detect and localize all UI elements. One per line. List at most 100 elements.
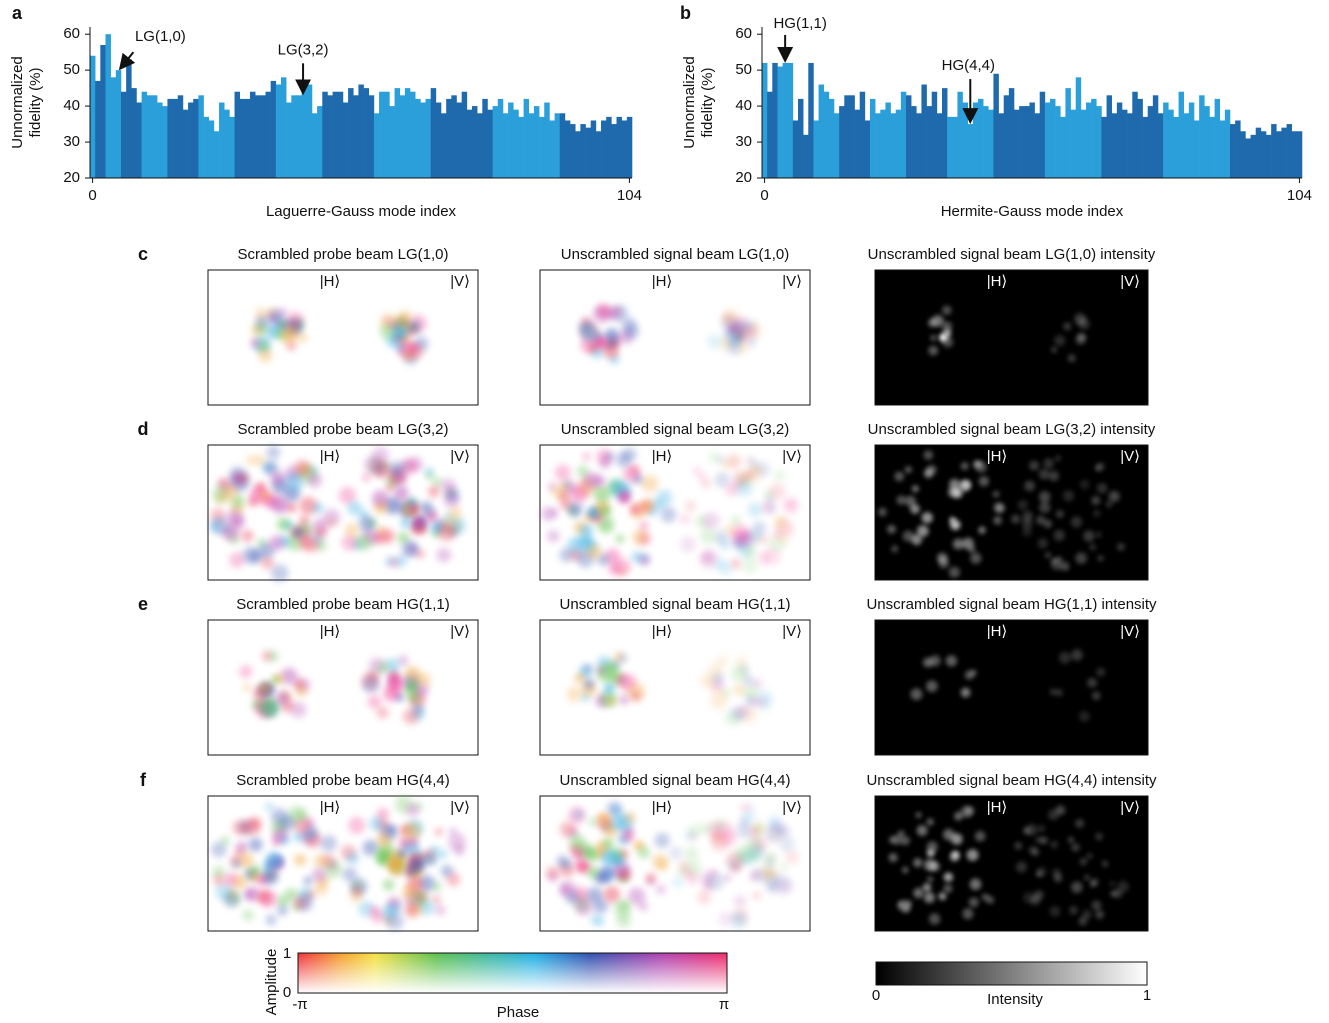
phase-spot	[393, 485, 409, 501]
phase-spot	[370, 910, 384, 924]
intensity-spot	[1038, 491, 1051, 503]
phase-spot	[286, 311, 304, 329]
phase-spot	[385, 912, 404, 931]
intensity-spot	[938, 892, 947, 901]
phase-spot	[438, 849, 448, 859]
beam-image: |H⟩ |V⟩	[207, 269, 479, 406]
phase-spot	[376, 832, 392, 848]
intensity-spot	[1095, 832, 1103, 841]
intensity-spot	[916, 525, 929, 538]
phase-spot	[268, 535, 285, 551]
bar	[1214, 98, 1221, 178]
x-tick-label: 0	[88, 187, 96, 204]
intensity-spot	[1091, 900, 1102, 911]
phase-spot	[299, 496, 318, 515]
phase-spot	[298, 536, 312, 551]
bar	[115, 70, 122, 178]
bar	[466, 109, 473, 178]
image-frame	[874, 619, 1149, 756]
phase-spot	[566, 686, 583, 702]
phase-spot	[385, 658, 400, 673]
polarization-label: |V⟩	[782, 273, 802, 290]
phase-spot	[559, 547, 574, 563]
intensity-spot	[922, 883, 932, 892]
image-frame	[207, 269, 479, 406]
intensity-spot	[1075, 334, 1086, 345]
bar	[425, 98, 431, 178]
phase-spot	[308, 826, 318, 837]
phase-spot	[613, 855, 625, 867]
phase-spot	[605, 452, 615, 461]
phase-spot	[376, 661, 389, 674]
phase-spot	[311, 867, 327, 883]
intensity-spot	[1037, 824, 1046, 833]
bar	[399, 95, 406, 178]
bar	[177, 95, 184, 178]
phase-spot	[610, 804, 622, 816]
bar	[1296, 131, 1303, 178]
bar	[502, 113, 509, 178]
bar	[767, 91, 773, 178]
image-content	[545, 801, 799, 930]
phase-spot	[776, 878, 794, 896]
phase-spot	[408, 837, 418, 847]
phase-spot	[402, 350, 414, 362]
phase-spot	[637, 845, 650, 859]
intensity-spot	[1095, 531, 1102, 538]
phase-spot	[777, 825, 789, 838]
image-content	[540, 447, 800, 576]
intensity-spot	[1101, 860, 1109, 868]
phase-spot	[211, 841, 227, 858]
intensity-spot	[911, 485, 919, 493]
phase-spot	[261, 650, 273, 662]
phase-spot	[229, 890, 238, 899]
bar	[244, 98, 251, 178]
y-tick-label: 60	[63, 25, 80, 42]
intensity-spot	[929, 861, 940, 872]
intensity-spot	[960, 687, 971, 698]
intensity-spot	[1035, 836, 1043, 844]
intensity-spot	[952, 487, 963, 499]
polarization-label: |V⟩	[450, 623, 470, 640]
bar	[998, 113, 1005, 178]
intensity-spot	[1035, 870, 1043, 878]
intensity-spot	[926, 876, 934, 883]
bar	[762, 62, 768, 179]
phase-spot	[412, 516, 426, 529]
bar	[198, 95, 204, 178]
intensity-spot	[1017, 499, 1028, 511]
polarization-label: |V⟩	[782, 799, 802, 816]
row-label: e	[138, 594, 148, 614]
bar	[1080, 109, 1087, 178]
polarization-label: |H⟩	[987, 799, 1008, 816]
phase-spot	[398, 309, 412, 323]
panel-title: Scrambled probe beam HG(4,4)	[236, 772, 449, 789]
annotation: HG(1,1)	[773, 15, 826, 32]
row-label: c	[138, 244, 148, 264]
polarization-label: |V⟩	[782, 623, 802, 640]
phase-spot	[581, 693, 590, 702]
intensity-spot	[926, 841, 938, 853]
phase-spot	[700, 823, 712, 834]
phase-spot	[769, 815, 783, 829]
panel-title: Scrambled probe beam HG(1,1)	[236, 596, 449, 613]
intensity-spot	[916, 825, 928, 836]
intensity-spot	[949, 852, 959, 862]
phase-spot	[575, 898, 593, 916]
bar	[962, 102, 969, 178]
intensity-spot	[1043, 519, 1053, 529]
phase-spot	[752, 891, 762, 901]
colorbar-tick: 0	[872, 987, 880, 1004]
bar	[451, 95, 457, 178]
bar	[1281, 127, 1287, 178]
bar	[250, 91, 256, 178]
y-tick-label: 40	[63, 97, 80, 114]
phase-colorbar-fade	[297, 952, 728, 994]
intensity-spot	[1014, 841, 1023, 850]
intensity-spot	[1070, 516, 1083, 528]
image-content	[566, 651, 773, 727]
bar	[1019, 106, 1025, 178]
bar	[410, 91, 416, 178]
phase-spot	[761, 499, 777, 514]
bar	[1219, 120, 1226, 178]
